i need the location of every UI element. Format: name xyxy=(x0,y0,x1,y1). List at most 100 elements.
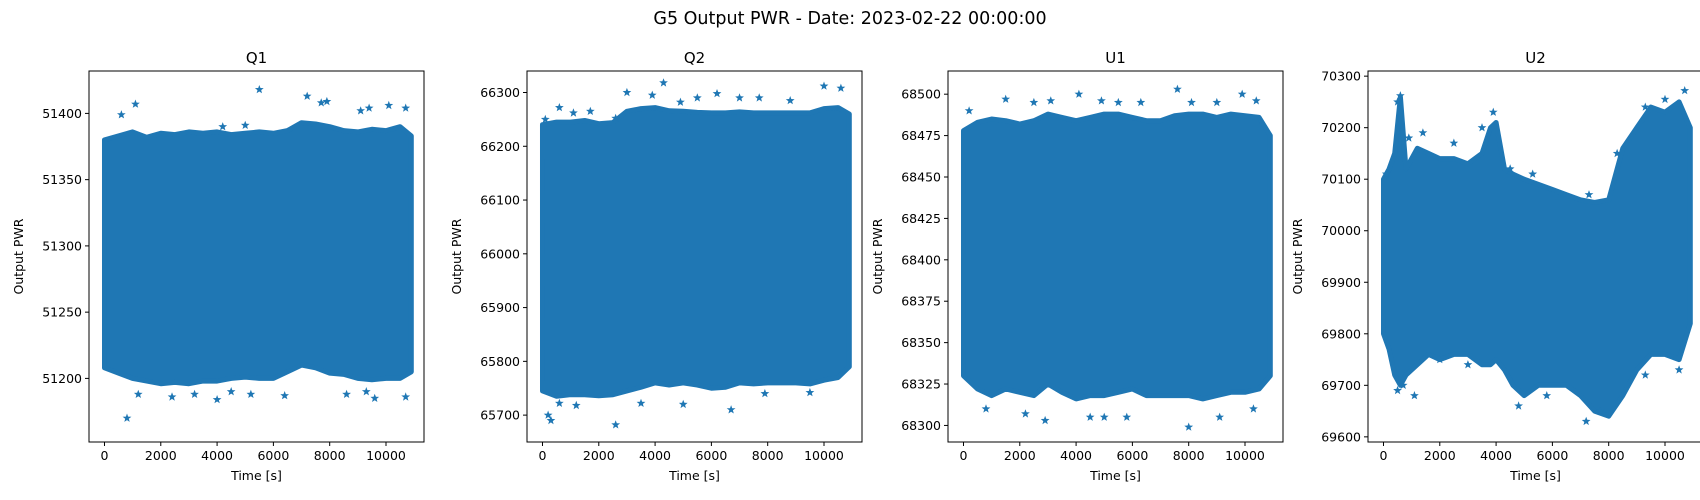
chart-q1-outlier-point xyxy=(401,392,411,401)
chart-u2-outlier-point xyxy=(1505,164,1515,173)
chart-q1-outlier-point xyxy=(401,103,411,112)
chart-q1-outlier-point xyxy=(240,120,250,129)
chart-q2-outlier-point xyxy=(611,420,621,429)
chart-q2-outlier-point xyxy=(760,389,770,398)
chart-q1-outlier-point xyxy=(167,392,177,401)
chart-q1-outlier-point xyxy=(226,387,236,396)
chart-u1-outlier-point xyxy=(1097,96,1106,105)
chart-u2-outlier-point xyxy=(1435,355,1445,364)
chart-u2-outlier-point xyxy=(1542,391,1552,400)
chart-u2-data-band xyxy=(1380,94,1693,419)
chart-q2-outlier-point xyxy=(555,103,564,112)
chart-u1-x-tick-label: 8000 xyxy=(1173,448,1205,463)
chart-u1-outlier-point xyxy=(1136,97,1146,107)
chart-q1-outlier-point xyxy=(322,96,332,106)
chart-q2-outlier-point xyxy=(546,415,556,425)
chart-u2-y-tick-label: 69600 xyxy=(1321,429,1361,444)
chart-u1-y-tick-label: 68350 xyxy=(901,335,941,350)
chart-u2-x-tick-label: 2000 xyxy=(1424,448,1456,463)
chart-u2-x-tick-label: 10000 xyxy=(1645,448,1685,463)
chart-u2-outlier-point xyxy=(1674,365,1684,374)
chart-q2-y-tick-label: 66300 xyxy=(480,85,520,100)
chart-q1-outlier-point xyxy=(254,85,264,94)
chart-u2-outlier-point xyxy=(1660,94,1670,104)
chart-u1-outlier-point xyxy=(1249,404,1258,413)
chart-q1-x-tick-label: 4000 xyxy=(201,448,233,463)
chart-q1-outlier-point xyxy=(361,387,371,396)
chart-u1-outlier-point xyxy=(1237,89,1247,98)
chart-u1-data-band xyxy=(960,111,1273,402)
chart-q2-outlier-point xyxy=(754,93,764,102)
chart-q1-outlier-point xyxy=(133,389,143,398)
chart-u2-outlier-point xyxy=(1581,416,1591,426)
chart-u2-outlier-point xyxy=(1640,370,1650,379)
chart-q2-outlier-point xyxy=(569,108,578,117)
chart-q1-y-tick-label: 51400 xyxy=(42,106,82,121)
chart-u2-y-tick-label: 69800 xyxy=(1321,326,1361,341)
chart-q2-outlier-point xyxy=(712,89,722,98)
chart-q2-y-tick-label: 65800 xyxy=(480,354,520,369)
chart-u2-y-tick-label: 70100 xyxy=(1321,172,1361,187)
chart-u2-outlier-point xyxy=(1393,97,1402,106)
chart-q2-outlier-point xyxy=(678,399,688,409)
chart-q2-outlier-point xyxy=(622,87,632,97)
chart-u1-x-tick-label: 0 xyxy=(960,448,968,463)
chart-q1-outlier-point xyxy=(212,395,222,404)
chart-q1: 0 2000 4000 6000 8000 10000 51200 51250 51300 513… xyxy=(11,49,425,483)
chart-q1-y-tick-label: 51250 xyxy=(42,305,82,320)
chart-u2-y-tick-label: 70000 xyxy=(1321,223,1361,238)
chart-u2-outlier-point xyxy=(1488,107,1498,116)
chart-u1-y-tick-label: 68475 xyxy=(901,128,941,143)
chart-q2-outlier-point xyxy=(805,387,815,397)
chart-q2-outlier-point xyxy=(611,113,621,122)
chart-u1-x-tick-label: 6000 xyxy=(1116,448,1148,463)
chart-q1-outlier-point xyxy=(131,99,140,108)
chart-u2-x-tick-label: 4000 xyxy=(1480,448,1512,463)
chart-u2-title: U2 xyxy=(1525,49,1546,67)
chart-u2-outlier-point xyxy=(1584,190,1594,199)
chart-q1-y-tick-label: 51300 xyxy=(42,238,82,253)
chart-q1-title: Q1 xyxy=(246,49,267,67)
chart-u2-axes-frame xyxy=(1367,70,1700,443)
chart-q2-outlier-point xyxy=(735,93,744,102)
chart-q1-x-axis-label: Time [s] xyxy=(230,468,282,483)
subplot-grid: 0 2000 4000 6000 8000 10000 51200 51250 51300 513… xyxy=(11,49,1700,483)
chart-q2-y-tick-label: 65700 xyxy=(480,408,520,423)
chart-u1-outlier-point xyxy=(1184,422,1194,431)
chart-q2-outlier-point xyxy=(726,405,736,414)
chart-q2-x-tick-label: 8000 xyxy=(752,448,784,463)
chart-u2-outlier-point xyxy=(1640,102,1650,111)
chart-u2-outlier-point xyxy=(1477,123,1487,132)
chart-q1-outlier-point xyxy=(246,389,256,398)
chart-q2-x-axis-label: Time [s] xyxy=(668,468,720,483)
chart-u2-y-tick-label: 69700 xyxy=(1321,378,1361,393)
chart-u1-axes-frame xyxy=(947,70,1284,443)
chart-u2-y-axis-label: Output PWR xyxy=(1290,218,1305,294)
chart-u2-x-tick-label: 0 xyxy=(1380,448,1388,463)
chart-q1-outlier-point xyxy=(342,389,351,398)
chart-q2-outlier-point xyxy=(676,97,685,106)
chart-u2-outlier-point xyxy=(1396,91,1405,100)
chart-u2-outlier-point xyxy=(1514,401,1523,410)
chart-u1-y-tick-label: 68325 xyxy=(901,377,941,392)
chart-q2-title: Q2 xyxy=(684,49,705,67)
chart-q2-outlier-point xyxy=(819,81,829,90)
chart-q1-x-tick-label: 6000 xyxy=(257,448,289,463)
chart-q1-y-tick-label: 51350 xyxy=(42,172,82,187)
chart-q2-axes-frame xyxy=(526,70,863,443)
chart-u2-x-axis-label: Time [s] xyxy=(1509,468,1561,483)
chart-u2-outlier-point xyxy=(1418,128,1428,137)
chart-q2-outlier-point xyxy=(659,78,668,87)
chart-u1-outlier-point xyxy=(1113,97,1123,107)
chart-u2-outlier-point xyxy=(1612,148,1622,158)
chart-q2-y-tick-label: 65900 xyxy=(480,300,520,315)
chart-q2-x-tick-label: 6000 xyxy=(695,448,727,463)
chart-u1-outlier-point xyxy=(1021,409,1030,418)
chart-u2-y-tick-label: 70200 xyxy=(1321,120,1361,135)
chart-q1-x-tick-label: 0 xyxy=(101,448,109,463)
chart-q2-x-tick-label: 10000 xyxy=(804,448,844,463)
chart-q2-data-band xyxy=(539,105,852,399)
chart-q2: 0 2000 4000 6000 8000 10000 65700 65800 65900 660… xyxy=(449,49,863,483)
chart-u2-outlier-point xyxy=(1680,86,1690,95)
chart-q1-outlier-point xyxy=(190,389,199,398)
